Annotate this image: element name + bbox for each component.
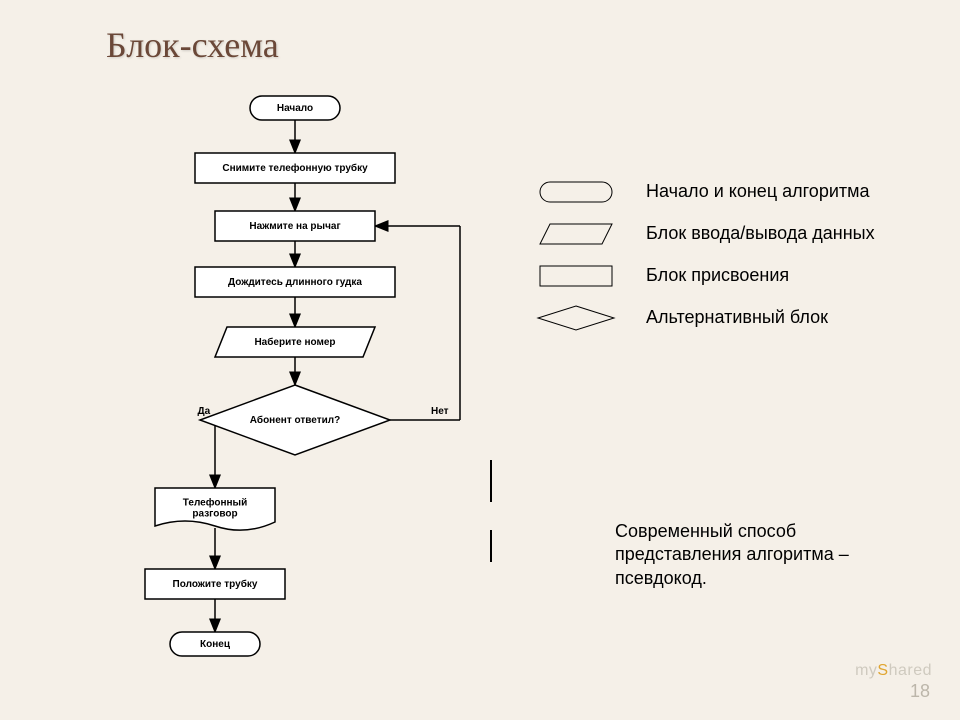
svg-text:Начало: Начало (277, 103, 313, 114)
page-title: Блок-схема (106, 24, 279, 66)
svg-text:Нет: Нет (431, 406, 449, 417)
legend-label: Альтернативный блок (646, 307, 828, 329)
legend-row: Начало и конец алгоритма (530, 178, 875, 206)
node-n1: Снимите телефонную трубку (195, 153, 395, 183)
node-n3: Дождитесь длинного гудка (195, 267, 395, 297)
legend-shape-io (530, 220, 622, 248)
watermark: myShared (855, 662, 932, 680)
node-n2: Нажмите на рычаг (215, 211, 375, 241)
legend-label: Блок ввода/вывода данных (646, 223, 875, 245)
svg-text:Абонент ответил?: Абонент ответил? (250, 414, 340, 426)
legend: Начало и конец алгоритма Блок ввода/вывод… (530, 178, 875, 346)
decorative-bar-2 (490, 530, 492, 562)
svg-text:Положите трубку: Положите трубку (173, 578, 258, 590)
node-n4: Наберите номер (215, 327, 375, 357)
decorative-bar-1 (490, 460, 492, 502)
legend-row: Блок ввода/вывода данных (530, 220, 875, 248)
svg-text:Снимите телефонную трубку: Снимите телефонную трубку (222, 162, 368, 174)
svg-text:Конец: Конец (200, 639, 231, 650)
node-start: Начало (250, 96, 340, 120)
node-end: Конец (170, 632, 260, 656)
legend-label: Начало и конец алгоритма (646, 181, 870, 203)
legend-row: Альтернативный блок (530, 304, 875, 332)
node-n7: Положите трубку (145, 569, 285, 599)
legend-shape-terminator (530, 178, 622, 206)
svg-text:Да: Да (198, 406, 211, 417)
legend-shape-process (530, 262, 622, 290)
page-number: 18 (910, 681, 930, 702)
legend-row: Блок присвоения (530, 262, 875, 290)
node-n6: Телефонныйразговор (155, 488, 275, 530)
svg-text:разговор: разговор (192, 509, 237, 520)
legend-label: Блок присвоения (646, 265, 789, 287)
node-n5: Абонент ответил? (200, 385, 390, 455)
svg-text:Наберите номер: Наберите номер (254, 336, 335, 348)
svg-text:Дождитесь длинного гудка: Дождитесь длинного гудка (228, 277, 362, 288)
svg-text:Нажмите на рычаг: Нажмите на рычаг (249, 221, 340, 232)
legend-shape-decision (530, 304, 622, 332)
svg-text:Телефонный: Телефонный (183, 497, 247, 509)
flowchart-svg: Да Нет Начало Снимите телефонную трубку Нажм… (110, 90, 480, 690)
note-text: Современный способ представления алгорит… (615, 520, 905, 590)
